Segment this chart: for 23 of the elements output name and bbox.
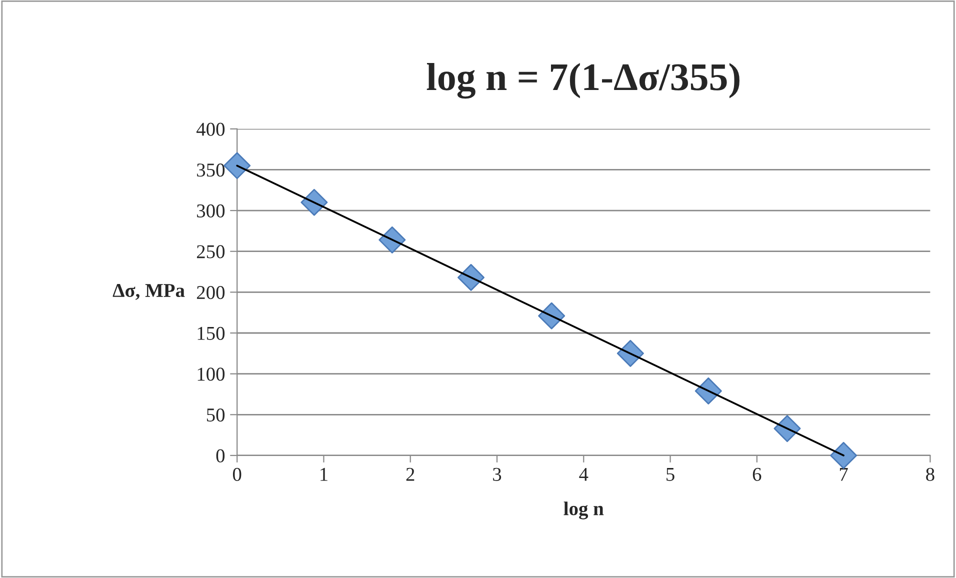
x-tick-label: 8 xyxy=(926,468,934,481)
y-tick-label: 150 xyxy=(198,326,225,340)
y-tick-label: 250 xyxy=(196,245,225,258)
y-tick-label: 100 xyxy=(198,368,225,381)
y-tick-label: 50 xyxy=(206,408,225,422)
x-tick-label: 2 xyxy=(406,468,414,481)
point xyxy=(224,152,251,180)
x-tick-label: 7 xyxy=(840,468,848,481)
y-tick-label: 300 xyxy=(197,204,225,218)
y-tick-label: 350 xyxy=(197,164,225,177)
y-axis-title: Δσ, MPa xyxy=(112,284,185,300)
chart-title: log n = 7(1-Δσ/355) xyxy=(426,63,740,99)
y-tick-label: 400 xyxy=(196,122,225,136)
point xyxy=(830,442,858,469)
x-tick-label: 6 xyxy=(752,468,762,481)
x-tick-label: 1 xyxy=(320,468,328,481)
x-tick-label: 3 xyxy=(493,468,502,481)
x-tick-label: 5 xyxy=(666,468,674,481)
y-tick-label: 200 xyxy=(196,286,225,300)
x-axis-title: log n xyxy=(564,502,604,520)
y-tick-label: 0 xyxy=(216,449,225,462)
x-tick-label: 4 xyxy=(579,468,588,481)
x-tick-label: 0 xyxy=(232,468,242,481)
